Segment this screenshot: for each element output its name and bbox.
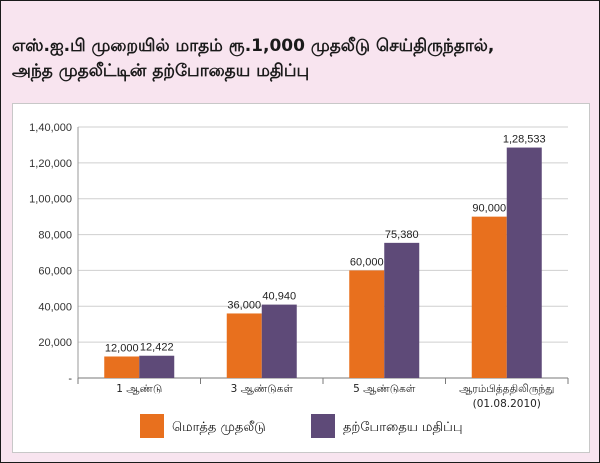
chart-title-line-2: அந்த முதலீட்டின் தற்போதைய மதிப்பு	[12, 61, 310, 81]
bar	[349, 270, 385, 378]
y-tick-label: 1,40,000	[29, 122, 72, 134]
chart-title: எஸ்.ஐ.பி முறையில் மாதம் ரூ.1,000 முதலீடு…	[12, 34, 592, 84]
bar	[104, 356, 140, 378]
y-tick-label: -	[68, 373, 72, 385]
y-tick-label: 1,00,000	[29, 194, 72, 206]
data-label: 36,000	[227, 299, 261, 311]
bar	[506, 147, 542, 378]
data-label: 12,000	[105, 342, 139, 354]
data-label: 1,28,533	[503, 134, 546, 146]
x-category-label: 1 ஆண்டு	[116, 383, 162, 395]
x-category-label: 5 ஆண்டுகள்	[353, 383, 416, 395]
bar	[139, 355, 175, 378]
bar	[471, 216, 507, 378]
data-label: 40,940	[262, 291, 296, 303]
y-tick-label: 40,000	[38, 301, 72, 313]
y-tick-label: 80,000	[38, 230, 72, 242]
legend-swatch	[311, 414, 335, 438]
data-label: 75,380	[385, 229, 419, 241]
bar	[226, 313, 262, 378]
data-label: 12,422	[140, 342, 174, 354]
legend-label: மொத்த முதலீடு	[172, 420, 266, 435]
data-label: 60,000	[350, 256, 384, 268]
y-tick-label: 1,20,000	[29, 158, 72, 170]
y-tick-label: 60,000	[38, 265, 72, 277]
legend-label: தற்போதைய மதிப்பு	[343, 420, 463, 435]
legend-swatch	[140, 414, 164, 438]
x-category-label: 3 ஆண்டுகள்	[231, 383, 294, 395]
data-label: 90,000	[472, 203, 506, 215]
bar	[384, 242, 420, 378]
x-category-label: ஆரம்பித்ததிலிருந்து	[459, 383, 554, 395]
x-category-sublabel: (01.08.2010)	[473, 398, 541, 410]
bar	[261, 304, 297, 378]
chart-title-line-1: எஸ்.ஐ.பி முறையில் மாதம் ரூ.1,000 முதலீடு…	[12, 36, 495, 56]
y-tick-label: 20,000	[38, 337, 72, 349]
